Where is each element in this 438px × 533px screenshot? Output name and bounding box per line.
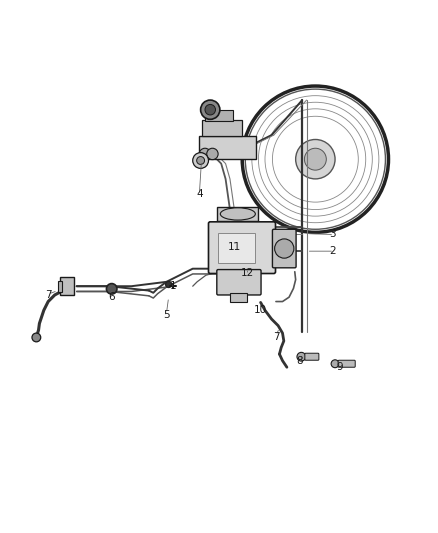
Text: 1: 1 — [170, 281, 177, 291]
Circle shape — [166, 281, 172, 287]
Bar — [60, 278, 74, 295]
Text: 5: 5 — [163, 310, 170, 320]
Bar — [218, 233, 255, 263]
Text: 9: 9 — [336, 362, 343, 372]
Text: 8: 8 — [297, 356, 304, 366]
Bar — [202, 120, 242, 136]
Circle shape — [331, 360, 339, 368]
Bar — [199, 136, 256, 159]
Ellipse shape — [220, 208, 255, 220]
Circle shape — [296, 140, 335, 179]
Circle shape — [199, 148, 211, 159]
Text: 10: 10 — [254, 305, 267, 316]
Text: 11: 11 — [228, 242, 241, 252]
FancyBboxPatch shape — [208, 222, 276, 273]
Circle shape — [201, 100, 220, 119]
Text: 4: 4 — [196, 189, 203, 199]
FancyBboxPatch shape — [338, 360, 355, 367]
Circle shape — [32, 333, 41, 342]
Text: 2: 2 — [329, 246, 336, 256]
Text: 7: 7 — [45, 290, 52, 300]
Circle shape — [193, 152, 208, 168]
Circle shape — [275, 239, 294, 258]
Bar — [58, 281, 62, 292]
Circle shape — [304, 148, 326, 170]
Bar — [230, 293, 247, 302]
Circle shape — [297, 352, 306, 361]
Bar — [205, 110, 233, 120]
Circle shape — [197, 157, 205, 165]
Text: 6: 6 — [108, 292, 115, 302]
Circle shape — [106, 284, 117, 294]
Text: 3: 3 — [329, 229, 336, 239]
Circle shape — [207, 148, 218, 159]
FancyBboxPatch shape — [305, 353, 319, 360]
Circle shape — [205, 104, 215, 115]
Text: 7: 7 — [272, 332, 279, 342]
Text: 12: 12 — [241, 268, 254, 278]
FancyBboxPatch shape — [272, 229, 296, 268]
FancyBboxPatch shape — [217, 270, 261, 295]
Bar — [217, 207, 258, 221]
